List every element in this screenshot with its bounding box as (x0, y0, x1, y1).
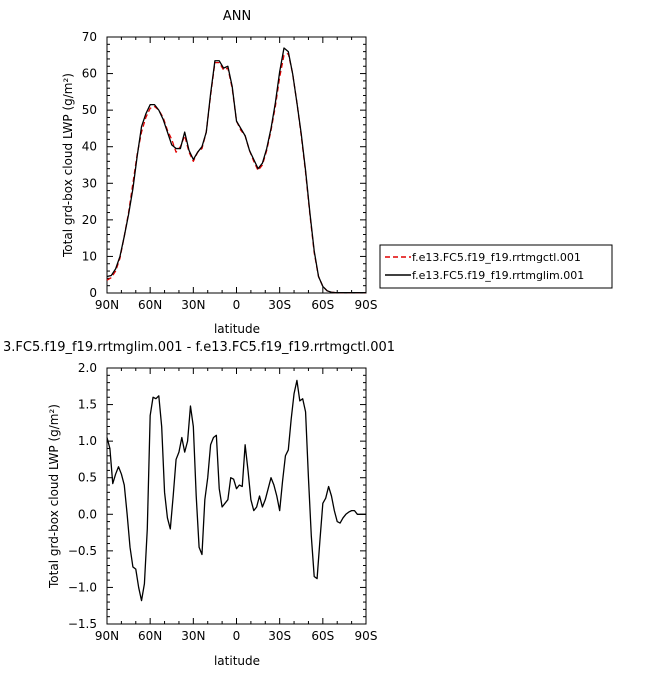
difference-chart-axes: 90N 60N 30N 0 30S 60S 90S −1.5 −1.0 −0.5 0.0 0.5 1.0… (68, 361, 378, 643)
difference-chart-y-tick-label: 2.0 (78, 361, 97, 375)
difference-chart-x-tick-label: 30S (268, 629, 291, 643)
difference-chart-x-tick-label: 60N (138, 629, 162, 643)
difference-chart-x-tick-label: 30N (181, 629, 205, 643)
legend: f.e13.FC5.f19_f19.rrtmgctl.001 f.e13.FC5… (379, 244, 613, 289)
top-chart-x-tick-label: 30N (181, 298, 205, 312)
difference-chart-x-tick-label: 0 (233, 629, 241, 643)
top-chart-y-tick-label: 40 (82, 140, 97, 154)
difference-chart-y-axis-label: Total grd-box cloud LWP (g/m²) (47, 404, 61, 589)
legend-label-lim: f.e13.FC5.f19_f19.rrtmglim.001 (412, 269, 584, 282)
difference-chart-x-tick-label: 90S (355, 629, 378, 643)
top-chart-x-axis-label: latitude (214, 322, 260, 336)
top-chart-y-tick-label: 0 (89, 286, 97, 300)
legend-box (379, 244, 613, 289)
top-chart-x-tick-label: 90N (95, 298, 119, 312)
top-chart-series-group (106, 47, 366, 294)
difference-chart-y-tick-label: −1.5 (68, 617, 97, 631)
difference-chart-plot-frame (106, 367, 367, 625)
difference-chart-x-axis-label: latitude (214, 654, 260, 668)
top-chart-x-tick-label: 30S (268, 298, 291, 312)
top-chart-y-tick-label: 10 (82, 249, 97, 263)
difference-chart-y-tick-label: 0.5 (78, 471, 97, 485)
difference-chart-series-group (106, 379, 366, 602)
difference-chart-y-tick-label: −0.5 (68, 544, 97, 558)
difference-chart-series-line-0 (106, 379, 366, 602)
top-chart-x-tick-label: 0 (233, 298, 241, 312)
difference-chart-x-tick-label: 90N (95, 629, 119, 643)
top-chart-series-line-0 (106, 52, 366, 294)
top-chart-y-tick-label: 70 (82, 30, 97, 44)
difference-chart-x-tick-label: 60S (311, 629, 334, 643)
top-chart-plot-frame (106, 36, 367, 294)
top-chart-title: ANN (223, 9, 251, 24)
top-chart-series-line-1 (106, 47, 366, 294)
top-chart-x-tick-label: 90S (355, 298, 378, 312)
difference-chart: 3.FC5.f19_f19.rrtmglim.001 - f.e13.FC5.f… (3, 340, 395, 668)
top-chart-axes: 90N 60N 30N 0 30S 60S 90S 0 10 20 30 40 50 60 70 (82, 30, 378, 312)
difference-chart-y-tick-label: 1.0 (78, 434, 97, 448)
top-chart-x-tick-label: 60S (311, 298, 334, 312)
difference-chart-title: 3.FC5.f19_f19.rrtmglim.001 - f.e13.FC5.f… (3, 340, 395, 355)
top-chart-y-tick-label: 60 (82, 67, 97, 81)
top-chart-y-axis-label: Total grd-box cloud LWP (g/m²) (61, 73, 75, 258)
top-chart-y-tick-label: 30 (82, 176, 97, 190)
top-chart-y-tick-label: 20 (82, 213, 97, 227)
top-chart-x-tick-label: 60N (138, 298, 162, 312)
difference-chart-y-tick-label: 0.0 (78, 507, 97, 521)
difference-chart-y-tick-label: −1.0 (68, 580, 97, 594)
top-chart-y-tick-label: 50 (82, 103, 97, 117)
difference-chart-y-tick-label: 1.5 (78, 398, 97, 412)
legend-label-ctl: f.e13.FC5.f19_f19.rrtmgctl.001 (412, 251, 581, 264)
top-chart: ANN latitude Total grd-box cloud LWP (g/… (61, 9, 377, 336)
